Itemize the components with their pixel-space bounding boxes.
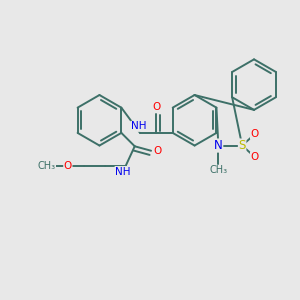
Text: NH: NH xyxy=(115,167,130,176)
Text: O: O xyxy=(250,129,259,139)
Text: O: O xyxy=(64,160,72,171)
Text: S: S xyxy=(238,139,246,152)
Text: CH₃: CH₃ xyxy=(209,165,227,175)
Text: CH₃: CH₃ xyxy=(38,160,56,171)
Text: N: N xyxy=(214,139,223,152)
Text: O: O xyxy=(153,146,161,156)
Text: NH: NH xyxy=(131,122,146,131)
Text: O: O xyxy=(250,152,259,162)
Text: O: O xyxy=(152,102,160,112)
